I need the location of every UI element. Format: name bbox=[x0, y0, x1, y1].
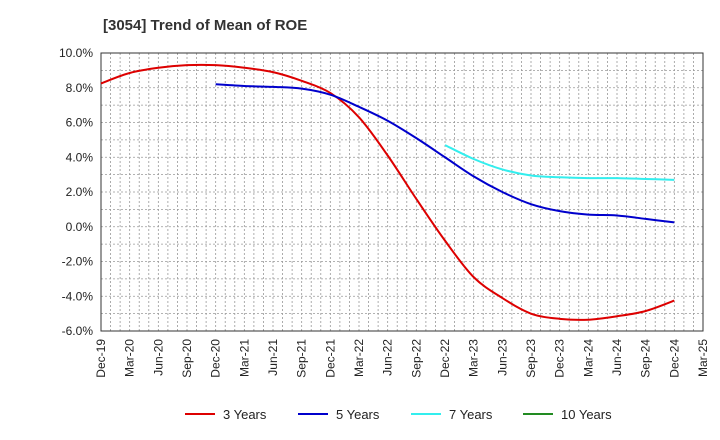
x-tick-label: Mar-23 bbox=[467, 339, 481, 377]
series-lines bbox=[100, 63, 675, 321]
series-line-5-years bbox=[215, 83, 675, 224]
x-tick-label: Jun-21 bbox=[266, 339, 280, 376]
legend-label-7-years: 7 Years bbox=[449, 407, 493, 422]
x-tick-label: Dec-23 bbox=[553, 339, 567, 378]
y-tick-label: 2.0% bbox=[66, 185, 94, 199]
y-tick-label: 8.0% bbox=[66, 81, 94, 95]
y-axis: 10.0% 8.0% 6.0% 4.0% 2.0% 0.0% -2.0% -4.0% -6.0% bbox=[59, 46, 93, 338]
series-line-3-years bbox=[100, 63, 675, 321]
x-tick-label: Sep-21 bbox=[295, 339, 309, 378]
x-tick-label: Sep-24 bbox=[639, 339, 653, 378]
x-tick-label: Sep-23 bbox=[524, 339, 538, 378]
x-tick-label: Mar-20 bbox=[123, 339, 137, 377]
x-tick-label: Sep-22 bbox=[409, 339, 423, 378]
x-axis: Dec-19 Mar-20 Jun-20 Sep-20 Dec-20 Mar-21 Jun-… bbox=[94, 339, 710, 378]
y-tick-label: 6.0% bbox=[66, 116, 94, 130]
legend-label-5-years: 5 Years bbox=[336, 407, 380, 422]
x-tick-label: Mar-25 bbox=[696, 339, 710, 377]
y-tick-label: -4.0% bbox=[62, 289, 94, 303]
chart-title: [3054] Trend of Mean of ROE bbox=[103, 17, 307, 34]
legend: 3 Years 5 Years 7 Years 10 Years bbox=[185, 407, 612, 422]
x-tick-label: Mar-24 bbox=[581, 339, 595, 377]
x-tick-label: Jun-24 bbox=[610, 339, 624, 376]
legend-label-10-years: 10 Years bbox=[561, 407, 612, 422]
plot-frame bbox=[100, 52, 704, 332]
x-tick-label: Sep-20 bbox=[180, 339, 194, 378]
y-tick-label: 4.0% bbox=[66, 150, 94, 164]
x-tick-label: Dec-20 bbox=[209, 339, 223, 378]
x-tick-label: Jun-20 bbox=[151, 339, 165, 376]
x-tick-label: Jun-22 bbox=[381, 339, 395, 376]
y-tick-label: -2.0% bbox=[62, 255, 94, 269]
grid bbox=[101, 53, 703, 331]
y-tick-label: -6.0% bbox=[62, 324, 94, 338]
y-tick-label: 10.0% bbox=[59, 46, 93, 60]
x-tick-label: Dec-21 bbox=[323, 339, 337, 378]
x-tick-label: Dec-22 bbox=[438, 339, 452, 378]
x-tick-label: Mar-21 bbox=[237, 339, 251, 377]
series-line-7-years bbox=[444, 144, 675, 181]
x-tick-label: Dec-19 bbox=[94, 339, 108, 378]
y-tick-label: 0.0% bbox=[66, 220, 94, 234]
x-tick-label: Jun-23 bbox=[495, 339, 509, 376]
legend-label-3-years: 3 Years bbox=[223, 407, 267, 422]
x-tick-label: Dec-24 bbox=[667, 339, 681, 378]
x-tick-label: Mar-22 bbox=[352, 339, 366, 377]
